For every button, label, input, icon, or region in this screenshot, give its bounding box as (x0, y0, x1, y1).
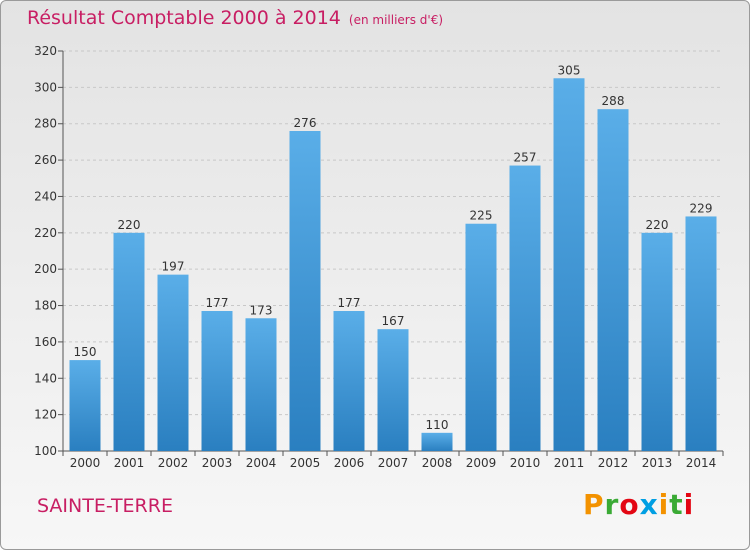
x-tick-label: 2010 (510, 456, 541, 470)
bar (641, 232, 673, 451)
y-tick-label: 220 (34, 226, 57, 240)
logo-letter: r (604, 488, 620, 521)
y-tick-label: 100 (34, 444, 57, 458)
bar (289, 131, 321, 451)
bar (201, 311, 233, 451)
logo-letter: i (683, 488, 695, 521)
bar-value-label: 220 (118, 218, 141, 232)
bar-value-label: 110 (426, 418, 449, 432)
x-tick-label: 2011 (554, 456, 585, 470)
y-tick-label: 280 (34, 117, 57, 131)
bar-value-label: 305 (558, 63, 581, 77)
x-tick-label: 2008 (422, 456, 453, 470)
logo-letter: P (583, 488, 605, 521)
x-tick-label: 2012 (598, 456, 629, 470)
y-tick-label: 320 (34, 44, 57, 58)
bar-value-label: 220 (646, 218, 669, 232)
y-tick-label: 120 (34, 408, 57, 422)
bar-value-label: 197 (162, 260, 185, 274)
bar-value-label: 229 (690, 201, 713, 215)
proxiti-logo[interactable]: Proxiti (583, 488, 694, 521)
chart-unit-note: (en milliers d'€) (348, 13, 444, 27)
x-tick-label: 2013 (642, 456, 673, 470)
y-tick-label: 240 (34, 189, 57, 203)
y-tick-label: 300 (34, 80, 57, 94)
x-tick-label: 2009 (466, 456, 497, 470)
logo-letter: x (639, 488, 659, 521)
bar-value-label: 225 (470, 209, 493, 223)
y-tick-label: 200 (34, 262, 57, 276)
y-tick-label: 180 (34, 299, 57, 313)
bars (69, 78, 717, 451)
bar-value-label: 167 (382, 314, 405, 328)
bar (157, 274, 189, 451)
bar (509, 165, 541, 451)
x-tick-label: 2007 (378, 456, 409, 470)
data-labels: 150 220 197 177 173 276 177 167 110 225 257 305 288 2… (74, 63, 713, 432)
x-tick-label: 2000 (70, 456, 101, 470)
bar-value-label: 150 (74, 345, 97, 359)
bar-value-label: 173 (250, 303, 273, 317)
bar (597, 109, 629, 451)
bar (553, 78, 585, 451)
logo-letter: o (619, 488, 640, 521)
bar-value-label: 288 (602, 94, 625, 108)
logo-letter: i (658, 488, 670, 521)
bar (465, 223, 497, 451)
x-tick-label: 2005 (290, 456, 321, 470)
commune-name: SAINTE-TERRE (37, 495, 173, 517)
x-tick-label: 2002 (158, 456, 189, 470)
bar-value-label: 177 (206, 296, 229, 310)
x-tick-label: 2001 (114, 456, 145, 470)
chart-title: Résultat Comptable 2000 à 2014 (en millie… (27, 7, 443, 29)
y-tick-label: 160 (34, 335, 57, 349)
y-tick-label: 140 (34, 371, 57, 385)
bar (377, 329, 409, 451)
y-tick-label: 260 (34, 153, 57, 167)
bar (113, 232, 145, 451)
bar (69, 360, 101, 451)
bar (333, 311, 365, 451)
logo-letter: t (669, 488, 684, 521)
x-tick-label: 2003 (202, 456, 233, 470)
bar (685, 216, 717, 451)
bar-value-label: 276 (294, 116, 317, 130)
x-tick-label: 2004 (246, 456, 277, 470)
bar (421, 432, 453, 451)
bar-value-label: 177 (338, 296, 361, 310)
x-tick-label: 2014 (686, 456, 717, 470)
x-tick-label: 2006 (334, 456, 365, 470)
chart-title-text: Résultat Comptable 2000 à 2014 (27, 7, 341, 29)
bar (245, 318, 277, 451)
bar-value-label: 257 (514, 151, 537, 165)
